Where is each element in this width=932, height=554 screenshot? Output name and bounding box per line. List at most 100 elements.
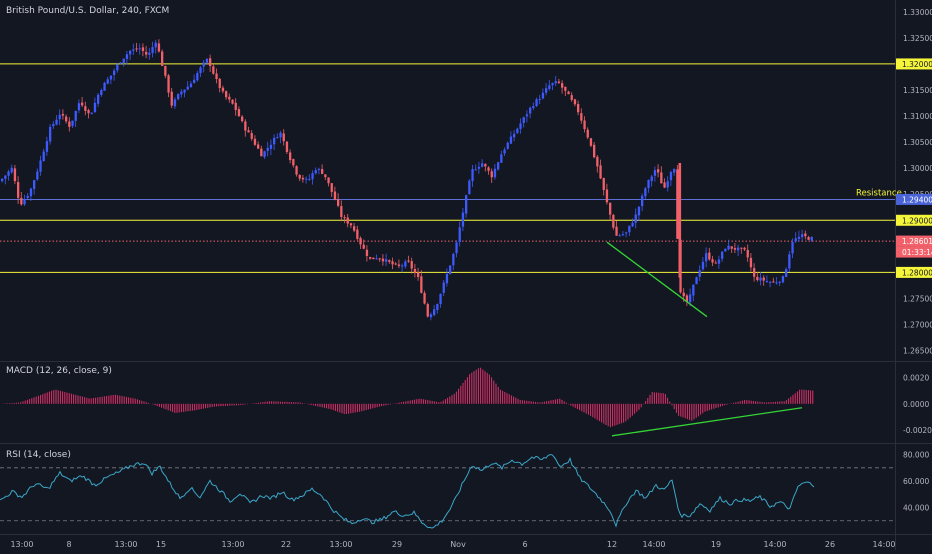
time-tick-label: 14:00 bbox=[872, 540, 895, 549]
candle-body bbox=[429, 314, 433, 318]
candle-body bbox=[609, 202, 612, 215]
candle-body bbox=[452, 253, 455, 266]
candle-body bbox=[151, 47, 154, 53]
candle-body bbox=[417, 272, 420, 277]
candle-body bbox=[340, 206, 343, 217]
candle-body bbox=[570, 95, 573, 100]
candle-body bbox=[167, 75, 170, 93]
candle-body bbox=[641, 195, 644, 207]
candle-body bbox=[205, 58, 209, 63]
candle-body bbox=[314, 170, 317, 174]
time-tick-label: 15 bbox=[156, 540, 166, 549]
candle-body bbox=[327, 177, 330, 184]
candle-body bbox=[109, 75, 113, 80]
candle-body bbox=[77, 103, 81, 111]
candle-body bbox=[561, 83, 564, 88]
candle-body bbox=[199, 67, 202, 74]
candle-body bbox=[145, 51, 148, 55]
candle-body bbox=[644, 188, 647, 197]
candle-body bbox=[589, 138, 593, 146]
price-tag-label: 1.29000 bbox=[902, 216, 932, 225]
candle-body bbox=[580, 113, 583, 121]
candle-body bbox=[695, 277, 698, 285]
candle-body bbox=[762, 277, 765, 281]
candle-body bbox=[263, 151, 266, 158]
time-tick-label: 19 bbox=[711, 540, 721, 549]
candle-body bbox=[775, 282, 778, 284]
candle-body bbox=[673, 169, 676, 173]
candle-body bbox=[634, 214, 637, 223]
candle-body bbox=[449, 265, 452, 274]
candle-body bbox=[404, 261, 407, 267]
time-tick-label: 13:00 bbox=[114, 540, 137, 549]
candle-body bbox=[583, 120, 586, 130]
candle-body bbox=[439, 293, 442, 305]
candle-body bbox=[602, 178, 605, 190]
candle-body bbox=[388, 260, 391, 262]
candle-body bbox=[65, 116, 68, 122]
candle-body bbox=[426, 304, 429, 317]
candle-body bbox=[273, 137, 276, 145]
candle-body bbox=[548, 85, 551, 89]
candle-body bbox=[138, 48, 141, 50]
price-tick-label: 1.33000 bbox=[903, 8, 932, 17]
candle-body bbox=[234, 102, 237, 110]
candle-body bbox=[58, 114, 61, 120]
candle-body bbox=[711, 259, 714, 263]
candle-body bbox=[141, 47, 145, 52]
candle-body bbox=[36, 171, 39, 180]
candle-body bbox=[804, 233, 807, 237]
candle-body bbox=[231, 99, 234, 104]
candle-body bbox=[493, 168, 497, 178]
candle-body bbox=[772, 281, 775, 283]
price-tag-box bbox=[896, 58, 932, 70]
candle-body bbox=[468, 180, 471, 195]
candle-body bbox=[26, 195, 29, 198]
candle-body bbox=[90, 112, 93, 115]
rsi-tick-label: 80.000 bbox=[903, 451, 929, 460]
candle-body bbox=[321, 169, 324, 174]
candle-body bbox=[513, 133, 516, 138]
candle-body bbox=[647, 180, 650, 189]
candle-body bbox=[285, 141, 289, 152]
candle-body bbox=[698, 270, 701, 277]
candle-body bbox=[359, 237, 362, 245]
candle-body bbox=[311, 173, 314, 180]
candle-body bbox=[397, 264, 401, 266]
price-tick-label: 1.30500 bbox=[903, 138, 932, 147]
candle-body bbox=[164, 65, 167, 76]
candle-body bbox=[279, 132, 282, 138]
candle-body bbox=[385, 259, 388, 262]
price-tag-box bbox=[896, 235, 932, 247]
candle-body bbox=[423, 292, 426, 304]
candle-body bbox=[573, 99, 577, 105]
candle-body bbox=[330, 183, 333, 192]
candle-body bbox=[413, 268, 417, 273]
candle-body bbox=[209, 58, 212, 66]
candle-body bbox=[298, 174, 301, 179]
price-tag-label: 1.29400 bbox=[902, 195, 932, 204]
candle-body bbox=[193, 79, 196, 84]
candle-body bbox=[292, 159, 295, 166]
candle-body bbox=[23, 198, 26, 205]
candle-body bbox=[378, 258, 381, 260]
candle-body bbox=[154, 42, 157, 48]
candle-body bbox=[250, 133, 253, 139]
candle-body bbox=[420, 276, 423, 293]
candle-body bbox=[794, 238, 797, 242]
time-tick-label: 26 bbox=[825, 540, 835, 549]
candle-body bbox=[84, 106, 87, 111]
candle-body bbox=[173, 99, 177, 107]
candle-body bbox=[33, 180, 36, 189]
candle-body bbox=[599, 165, 602, 179]
candle-body bbox=[689, 294, 692, 303]
candle-body bbox=[471, 169, 474, 182]
time-tick-label: 29 bbox=[392, 540, 402, 549]
price-tag-label: 1.28601 bbox=[902, 237, 932, 246]
candle-body bbox=[625, 232, 628, 234]
candle-body bbox=[301, 177, 305, 180]
candle-body bbox=[605, 189, 609, 203]
candle-body bbox=[7, 171, 10, 176]
candle-body bbox=[727, 245, 730, 250]
